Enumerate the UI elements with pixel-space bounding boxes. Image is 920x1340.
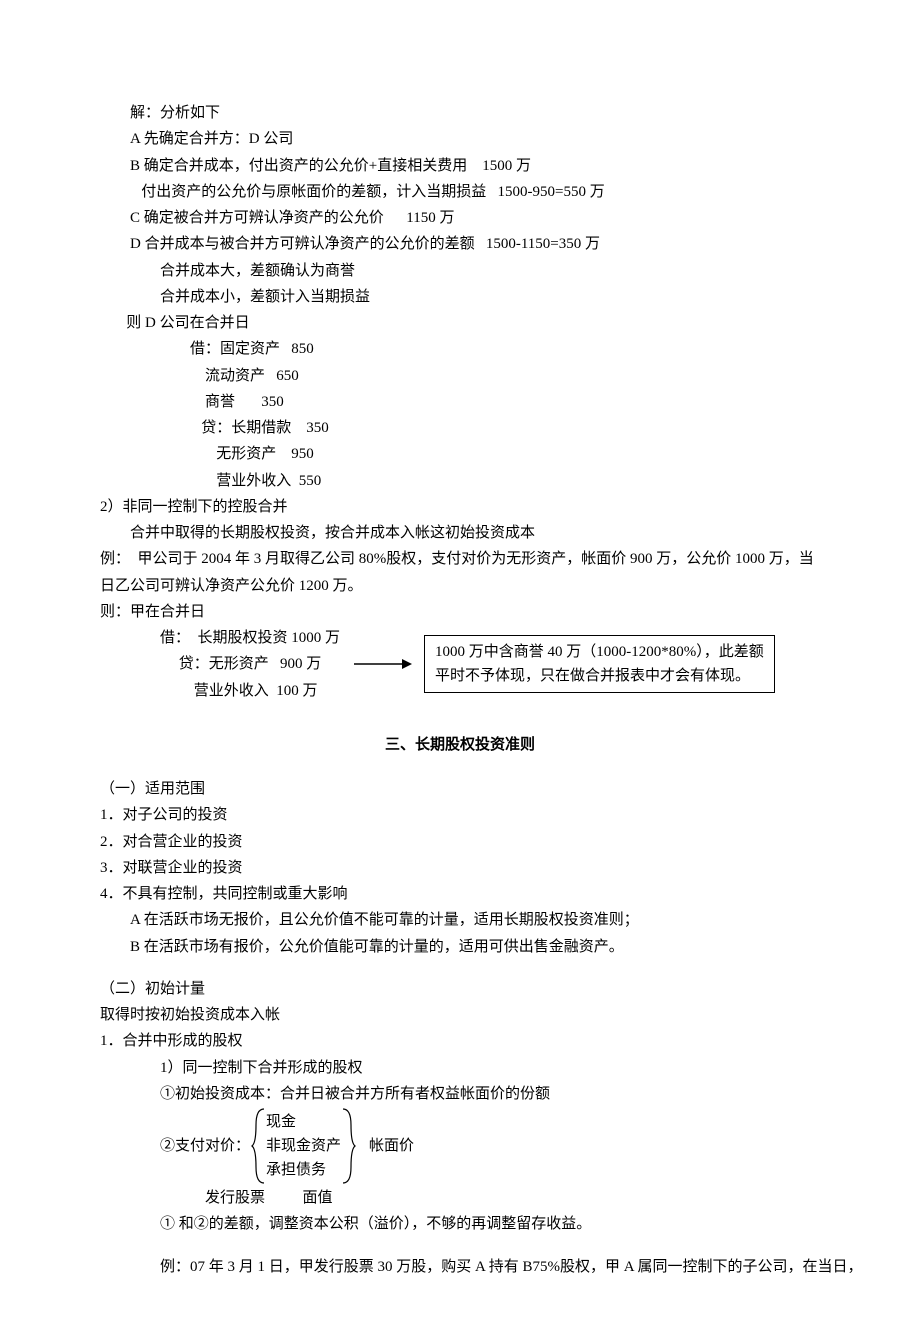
step-d-4: 则 D 公司在合并日	[100, 310, 820, 336]
right-label-1: 帐面价	[369, 1133, 414, 1159]
init-item-1: 1．合并中形成的股权	[100, 1028, 820, 1054]
init-circle-3: ① 和②的差额，调整资本公积（溢价），不够的再调整留存收益。	[100, 1211, 820, 1237]
init-heading: （二）初始计量	[100, 976, 820, 1002]
step-c: C 确定被合并方可辨认净资产的公允价 1150 万	[100, 205, 820, 231]
init-circle-1: ①初始投资成本：合并日被合并方所有者权益帐面价的份额	[100, 1081, 820, 1107]
journal2-debit: 借： 长期股权投资 1000 万	[100, 625, 340, 651]
init-example: 例：07 年 3 月 1 日，甲发行股票 30 万股，购买 A 持有 B75%股…	[100, 1254, 820, 1280]
scope-4a: A 在活跃市场无报价，且公允价值不能可靠的计量，适用长期股权投资准则；	[100, 907, 820, 933]
scope-4b: B 在活跃市场有报价，公允价值能可靠的计量的，适用可供出售金融资产。	[100, 934, 820, 960]
pay-opt-2: 非现金资产	[266, 1134, 341, 1158]
pay-opt-4-row: 发行股票 面值	[100, 1185, 820, 1211]
callout-line-2: 平时不予体现，只在做合并报表中才会有体现。	[435, 664, 764, 688]
example-then: 则：甲在合并日	[100, 599, 820, 625]
scope-heading: （一）适用范围	[100, 776, 820, 802]
arrow-icon	[352, 654, 412, 674]
section-2-heading: 2）非同一控制下的控股合并	[100, 494, 820, 520]
init-sub-1: 1）同一控制下合并形成的股权	[100, 1055, 820, 1081]
step-b-1: B 确定合并成本，付出资产的公允价+直接相关费用 1500 万	[100, 153, 820, 179]
pay-opt-3: 承担债务	[266, 1158, 341, 1182]
left-brace-icon	[250, 1107, 266, 1185]
journal-debit-2: 流动资产 650	[100, 363, 820, 389]
journal2-credit-2: 营业外收入 100 万	[100, 678, 340, 704]
example-line-2: 日乙公司可辨认净资产公允价 1200 万。	[100, 573, 820, 599]
journal-credit-2: 无形资产 950	[100, 441, 820, 467]
journal2-credit-1: 贷：无形资产 900 万	[100, 651, 340, 677]
callout-note: 1000 万中含商誉 40 万（1000-1200*80%），此差额 平时不予体…	[424, 635, 775, 693]
journal-credit-1: 贷：长期借款 350	[100, 415, 820, 441]
example-line-1: 例： 甲公司于 2004 年 3 月取得乙公司 80%股权，支付对价为无形资产，…	[100, 546, 820, 572]
payment-bracket: ②支付对价： 现金 非现金资产 承担债务 帐面价	[100, 1107, 820, 1185]
pay-opt-1: 现金	[266, 1110, 341, 1134]
scope-item-1: 1．对子公司的投资	[100, 802, 820, 828]
scope-item-4: 4．不具有控制，共同控制或重大影响	[100, 881, 820, 907]
journal-debit-3: 商誉 350	[100, 389, 820, 415]
circle-2-label: ②支付对价：	[160, 1133, 250, 1159]
journal-credit-3: 营业外收入 550	[100, 468, 820, 494]
solution-header: 解：分析如下	[100, 100, 820, 126]
step-d-1: D 合并成本与被合并方可辨认净资产的公允价的差额 1500-1150=350 万	[100, 231, 820, 257]
step-b-2: 付出资产的公允价与原帐面价的差额，计入当期损益 1500-950=550 万	[100, 179, 820, 205]
step-d-3: 合并成本小，差额计入当期损益	[100, 284, 820, 310]
section-3-title: 三、长期股权投资准则	[100, 732, 820, 758]
journal-with-callout: 借： 长期股权投资 1000 万 贷：无形资产 900 万 营业外收入 100 …	[100, 625, 820, 704]
scope-item-2: 2．对合营企业的投资	[100, 829, 820, 855]
step-d-2: 合并成本大，差额确认为商誉	[100, 258, 820, 284]
callout-line-1: 1000 万中含商誉 40 万（1000-1200*80%），此差额	[435, 640, 764, 664]
section-2-p1: 合并中取得的长期股权投资，按合并成本入帐这初始投资成本	[100, 520, 820, 546]
step-a: A 先确定合并方：D 公司	[100, 126, 820, 152]
init-p: 取得时按初始投资成本入帐	[100, 1002, 820, 1028]
journal-debit-1: 借：固定资产 850	[100, 336, 820, 362]
right-brace-icon	[341, 1107, 357, 1185]
scope-item-3: 3．对联营企业的投资	[100, 855, 820, 881]
